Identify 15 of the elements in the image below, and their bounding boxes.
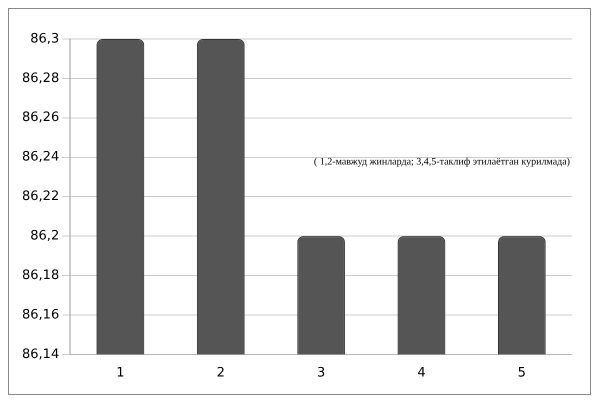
y-tick-label: 86,22: [22, 189, 60, 204]
y-tick-label: 86,26: [22, 110, 60, 126]
y-tick-label: 86,16: [22, 307, 60, 322]
annotation: ( 1,2-мавжуд жинларда; 3,4,5-таклиф этилаётган курилмада): [314, 156, 570, 168]
y-tick-label: 86,2: [30, 228, 60, 244]
x-tick-label: 3: [316, 366, 326, 381]
y-tick-label: 86,28: [22, 70, 60, 86]
x-tick-label: 5: [518, 366, 526, 381]
x-tick-label: 1: [116, 366, 125, 381]
y-tick-label: 86,24: [22, 150, 60, 165]
x-tick-label: 2: [216, 366, 225, 381]
y-tick-label: 86,14: [22, 346, 60, 362]
x-tick-label: 4: [417, 366, 426, 381]
y-tick-label: 86,3: [30, 31, 60, 46]
y-tick-label: 86,18: [22, 268, 60, 283]
